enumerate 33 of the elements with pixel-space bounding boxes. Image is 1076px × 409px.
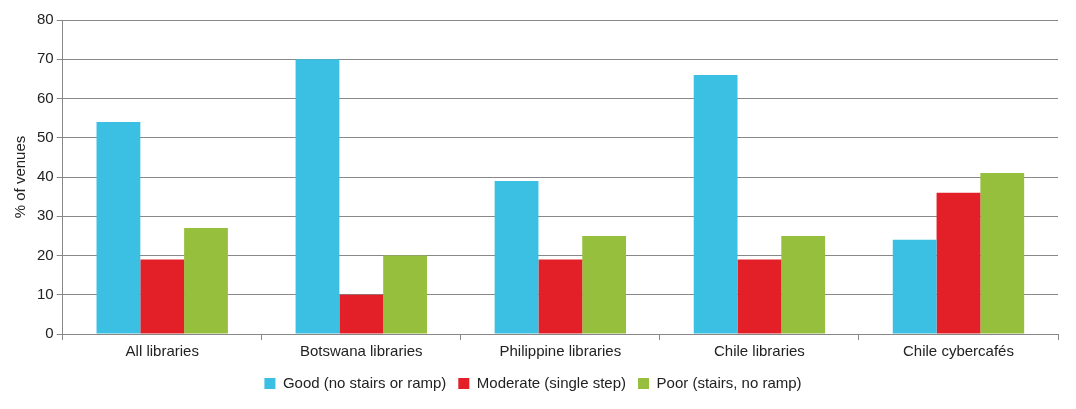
bar [693,74,738,334]
y-tick-label: 10 [37,284,54,302]
y-tick-label: 0 [45,324,54,342]
bar [538,259,583,334]
y-tick-label: 50 [37,127,54,145]
x-tick-label: Botswana libraries [300,342,423,360]
bar [295,59,340,334]
bar [184,228,228,334]
y-tick-label: 60 [37,88,54,106]
x-tick-label: Chile libraries [713,342,805,360]
y-tick-label: 20 [37,245,54,263]
y-tick-label: 40 [37,167,54,185]
x-tick-label: Philippine libraries [499,342,622,360]
y-axis-title: % of venues [11,135,29,219]
bar [339,294,384,334]
bar [494,180,539,334]
bar [936,192,981,334]
y-tick-label: 30 [37,206,54,224]
bar [980,173,1025,334]
bar [781,235,826,334]
legend-label: Poor (stairs, no ramp) [656,373,802,391]
bar [737,259,782,334]
x-tick-label: Chile cybercafés [903,342,1014,360]
bar [383,255,427,334]
y-tick-label: 80 [37,10,54,28]
legend-label: Moderate (single step) [476,373,627,391]
bar [892,239,937,334]
x-tick-label: All libraries [125,342,199,360]
bar [140,259,185,334]
y-tick-label: 70 [37,49,54,67]
bar [582,235,627,334]
legend-label: Good (no stairs or ramp) [282,373,447,391]
bar [96,122,141,334]
